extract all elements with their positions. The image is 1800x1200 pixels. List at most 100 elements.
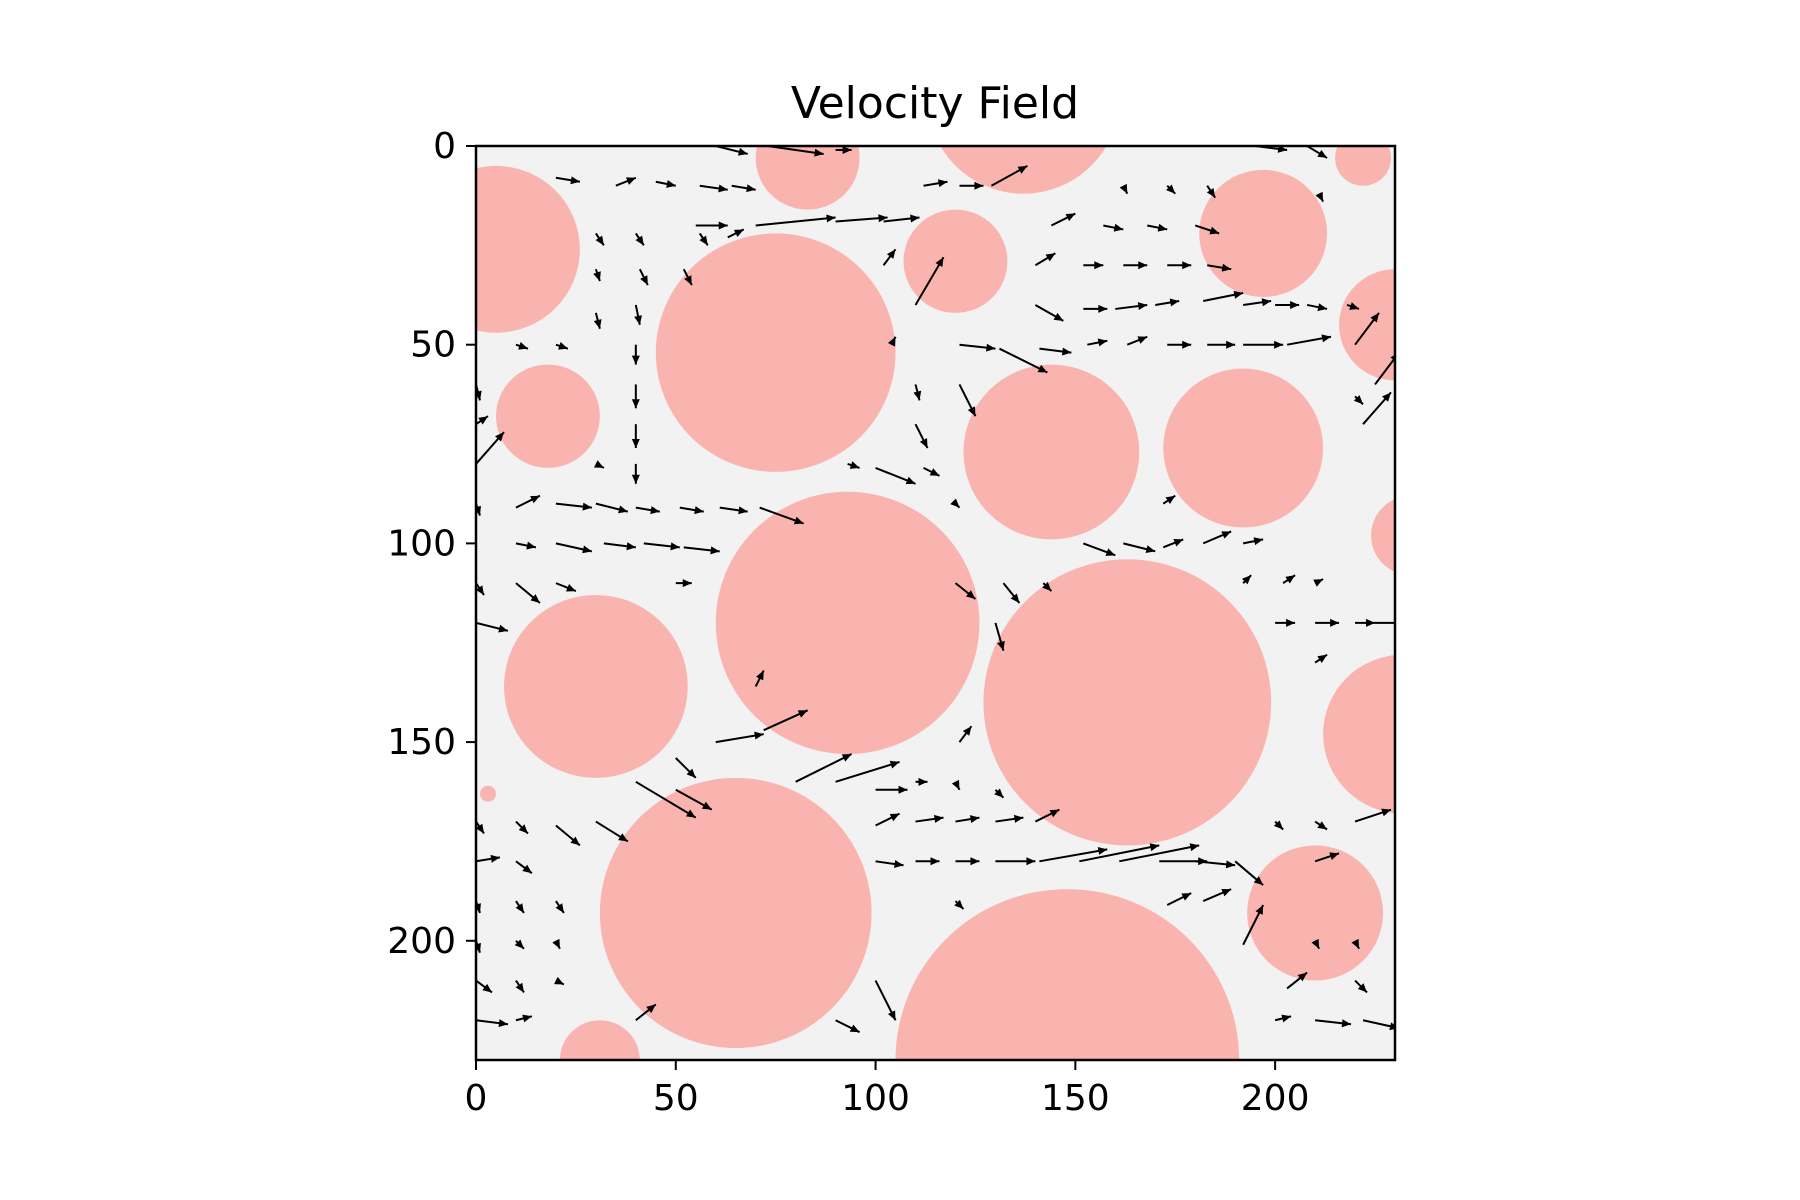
chart-title: Velocity Field (791, 78, 1079, 129)
velocity-arrow (875, 860, 904, 868)
velocity-arrow (515, 900, 525, 914)
obstacle-circle (1335, 146, 1391, 186)
obstacle-circle (1323, 655, 1395, 814)
velocity-arrow (699, 184, 728, 193)
velocity-arrow (675, 757, 697, 779)
obstacle-circle (1339, 269, 1395, 381)
obstacle-circle (1199, 169, 1328, 298)
velocity-arrow (593, 268, 601, 282)
velocity-arrow (476, 854, 501, 863)
velocity-arrow (1207, 263, 1232, 272)
velocity-arrow (835, 146, 852, 154)
velocity-arrow (675, 579, 692, 588)
obstacle-circle (715, 491, 980, 755)
obstacle-circle (503, 595, 688, 778)
velocity-arrow (698, 232, 709, 246)
velocity-arrow (915, 814, 944, 823)
velocity-arrow (603, 542, 636, 551)
velocity-arrow (1241, 574, 1252, 585)
velocity-arrow (476, 621, 509, 633)
velocity-arrow (1087, 338, 1108, 347)
velocity-arrow (635, 1003, 657, 1022)
velocity-arrow (954, 899, 965, 910)
velocity-arrow (1155, 298, 1180, 307)
velocity-arrow (1306, 303, 1328, 312)
y-tick-label: 150 (387, 722, 456, 763)
y-tick-label: 200 (387, 921, 456, 962)
velocity-arrow (1194, 224, 1220, 235)
velocity-arrow (1314, 1019, 1352, 1028)
velocity-arrow (715, 146, 748, 156)
velocity-arrow (1079, 843, 1160, 863)
velocity-arrow (555, 176, 581, 185)
velocity-arrow (555, 582, 577, 593)
obstacle-circle (983, 559, 1272, 846)
velocity-arrow (1115, 302, 1148, 311)
velocity-arrow (759, 506, 804, 525)
velocity-arrow (1203, 290, 1244, 302)
obstacle-circle (1371, 499, 1395, 572)
velocity-arrow (882, 248, 897, 266)
velocity-arrow (594, 460, 605, 469)
velocity-arrow (951, 779, 961, 791)
y-axis: 0 50 100 150 200 (387, 126, 476, 962)
obstacle-circle (963, 364, 1140, 540)
velocity-arrow (719, 506, 748, 515)
velocity-arrow (1314, 820, 1328, 831)
velocity-arrow (683, 546, 720, 555)
velocity-arrow (631, 463, 640, 484)
velocity-arrow (958, 725, 973, 743)
velocity-arrow (514, 939, 525, 950)
velocity-arrow (631, 384, 640, 409)
velocity-arrow (1346, 302, 1360, 310)
velocity-arrow (874, 980, 897, 1021)
velocity-arrow (1243, 340, 1284, 349)
obstacle-circle (755, 146, 860, 210)
velocity-arrow (1119, 843, 1200, 863)
velocity-arrow (1162, 538, 1184, 549)
velocity-arrow (1354, 312, 1380, 346)
velocity-arrow (634, 304, 642, 326)
velocity-arrow (954, 582, 977, 600)
velocity-arrow (1351, 938, 1360, 950)
velocity-arrow (1039, 846, 1108, 863)
velocity-arrow (1103, 223, 1124, 232)
obstacle-circle (655, 233, 896, 472)
velocity-arrow (555, 502, 592, 511)
velocity-arrow (555, 542, 593, 554)
obstacle-circle (1247, 845, 1384, 981)
velocity-arrow (1354, 979, 1368, 994)
obstacle-circle (903, 209, 1008, 313)
velocity-arrow (631, 344, 640, 365)
velocity-arrow (1167, 340, 1192, 349)
velocity-arrow (515, 860, 533, 875)
velocity-arrow (1119, 183, 1129, 195)
velocity-arrow (835, 214, 888, 223)
velocity-arrow (1039, 347, 1072, 356)
x-tick-label: 200 (1241, 1078, 1310, 1119)
velocity-arrow (1166, 892, 1192, 906)
velocity-arrow (1202, 530, 1232, 545)
velocity-arrow (1362, 391, 1392, 425)
velocity-arrow (955, 857, 980, 866)
vector-layer (476, 146, 1395, 1034)
velocity-arrow (595, 232, 605, 246)
velocity-arrow (1355, 618, 1376, 627)
velocity-arrow (476, 415, 489, 426)
velocity-arrow (1306, 146, 1328, 159)
velocity-arrow (1083, 261, 1104, 270)
velocity-arrow (1082, 542, 1116, 557)
velocity-arrow (731, 184, 756, 193)
velocity-arrow (1315, 618, 1340, 627)
velocity-arrow (883, 214, 920, 223)
velocity-arrow (754, 670, 765, 687)
velocity-arrow (915, 777, 928, 786)
velocity-arrow (795, 753, 853, 783)
velocity-arrow (727, 228, 745, 239)
velocity-arrow (638, 268, 649, 286)
plot-frame (474, 144, 1397, 1062)
velocity-arrow (875, 785, 908, 794)
obstacle-circle (479, 785, 496, 802)
velocity-arrow (1282, 574, 1296, 584)
velocity-arrow (995, 857, 1036, 866)
